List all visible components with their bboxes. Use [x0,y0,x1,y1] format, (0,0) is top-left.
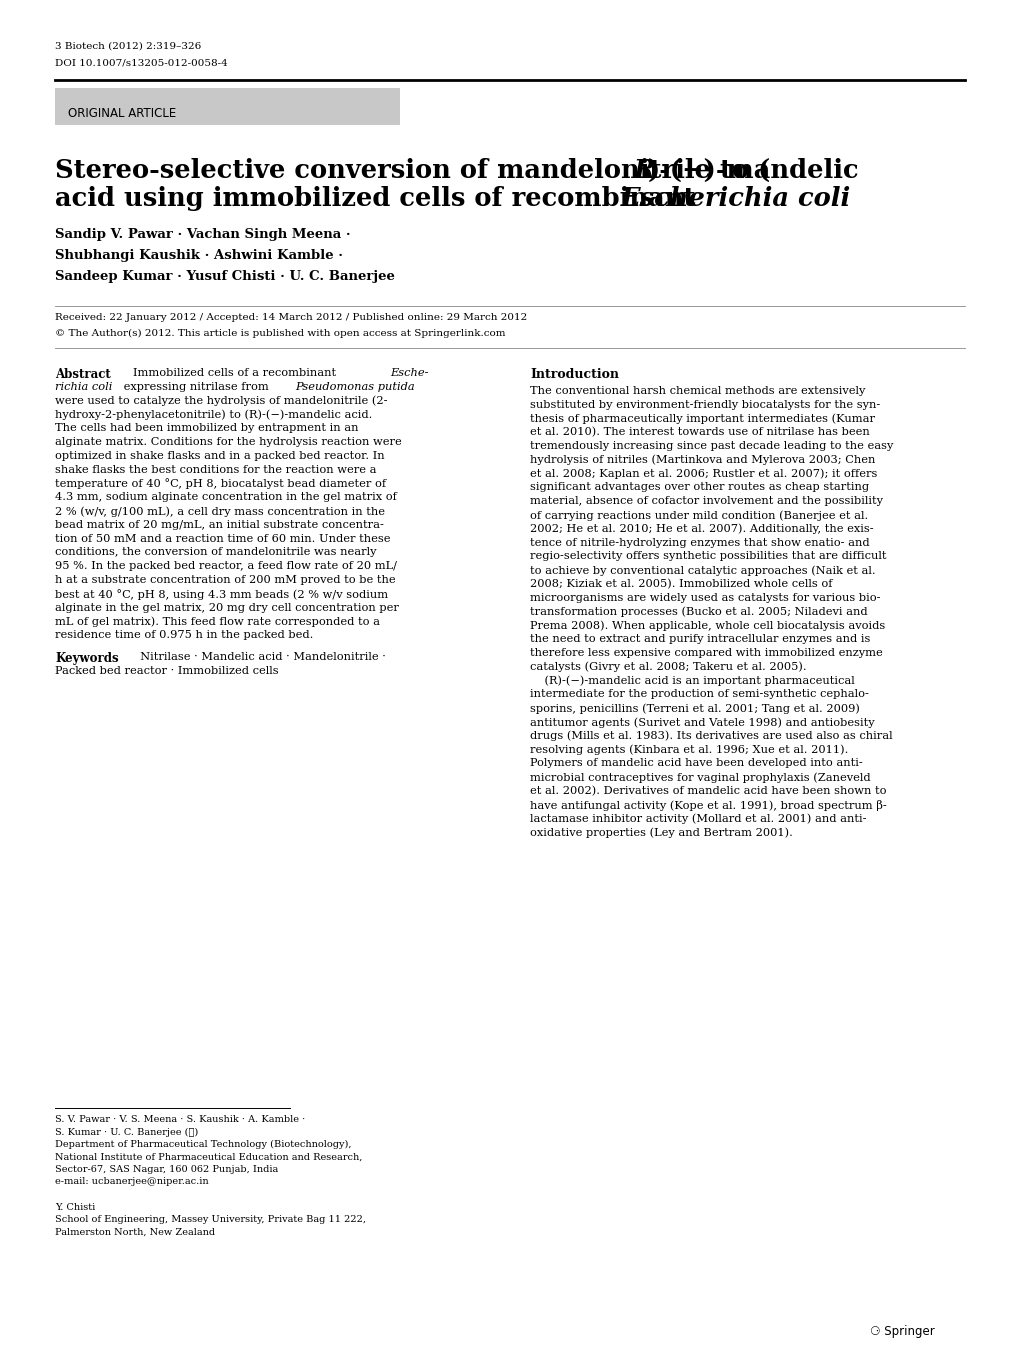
Text: et al. 2008; Kaplan et al. 2006; Rustler et al. 2007); it offers: et al. 2008; Kaplan et al. 2006; Rustler… [530,469,876,480]
Text: Shubhangi Kaushik · Ashwini Kamble ·: Shubhangi Kaushik · Ashwini Kamble · [55,249,342,262]
Text: Nitrilase · Mandelic acid · Mandelonitrile ·: Nitrilase · Mandelic acid · Mandelonitri… [132,652,385,663]
Text: best at 40 °C, pH 8, using 4.3 mm beads (2 % w/v sodium: best at 40 °C, pH 8, using 4.3 mm beads … [55,589,388,600]
Text: Sector-67, SAS Nagar, 160 062 Punjab, India: Sector-67, SAS Nagar, 160 062 Punjab, In… [55,1165,278,1173]
Text: School of Engineering, Massey University, Private Bag 11 222,: School of Engineering, Massey University… [55,1215,366,1224]
Text: Polymers of mandelic acid have been developed into anti-: Polymers of mandelic acid have been deve… [530,759,862,768]
Text: Received: 22 January 2012 / Accepted: 14 March 2012 / Published online: 29 March: Received: 22 January 2012 / Accepted: 14… [55,313,527,322]
Text: (R)-(−)-mandelic acid is an important pharmaceutical: (R)-(−)-mandelic acid is an important ph… [530,676,854,686]
Text: alginate matrix. Conditions for the hydrolysis reaction were: alginate matrix. Conditions for the hydr… [55,438,401,447]
Text: Abstract: Abstract [55,369,111,381]
Text: substituted by environment-friendly biocatalysts for the syn-: substituted by environment-friendly bioc… [530,400,879,409]
Text: Stereo-selective conversion of mandelonitrile to (: Stereo-selective conversion of mandeloni… [55,159,769,183]
Text: Esche-: Esche- [389,369,428,378]
Text: Department of Pharmaceutical Technology (Biotechnology),: Department of Pharmaceutical Technology … [55,1140,352,1149]
Text: mL of gel matrix). This feed flow rate corresponded to a: mL of gel matrix). This feed flow rate c… [55,617,380,627]
Text: ⚆ Springer: ⚆ Springer [869,1325,933,1337]
Text: resolving agents (Kinbara et al. 1996; Xue et al. 2011).: resolving agents (Kinbara et al. 1996; X… [530,745,848,755]
Text: intermediate for the production of semi-synthetic cephalo-: intermediate for the production of semi-… [530,690,868,699]
Text: hydrolysis of nitriles (Martinkova and Mylerova 2003; Chen: hydrolysis of nitriles (Martinkova and M… [530,455,874,465]
Text: tremendously increasing since past decade leading to the easy: tremendously increasing since past decad… [530,440,893,451]
Text: 95 %. In the packed bed reactor, a feed flow rate of 20 mL/: 95 %. In the packed bed reactor, a feed … [55,561,396,572]
Text: drugs (Mills et al. 1983). Its derivatives are used also as chiral: drugs (Mills et al. 1983). Its derivativ… [530,730,892,741]
Text: Introduction: Introduction [530,369,619,381]
Text: Sandip V. Pawar · Vachan Singh Meena ·: Sandip V. Pawar · Vachan Singh Meena · [55,228,351,241]
Text: 3 Biotech (2012) 2:319–326: 3 Biotech (2012) 2:319–326 [55,42,201,51]
Text: © The Author(s) 2012. This article is published with open access at Springerlink: © The Author(s) 2012. This article is pu… [55,329,505,339]
Text: Y. Chisti: Y. Chisti [55,1202,95,1211]
Text: 2002; He et al. 2010; He et al. 2007). Additionally, the exis-: 2002; He et al. 2010; He et al. 2007). A… [530,524,872,534]
Text: bead matrix of 20 mg/mL, an initial substrate concentra-: bead matrix of 20 mg/mL, an initial subs… [55,520,383,530]
Text: Keywords: Keywords [55,652,118,665]
Text: antitumor agents (Surivet and Vatele 1998) and antiobesity: antitumor agents (Surivet and Vatele 199… [530,717,873,728]
Text: R: R [634,159,655,183]
Text: lactamase inhibitor activity (Mollard et al. 2001) and anti-: lactamase inhibitor activity (Mollard et… [530,813,866,824]
Text: Palmerston North, New Zealand: Palmerston North, New Zealand [55,1228,215,1237]
Text: tence of nitrile-hydrolyzing enzymes that show enatio- and: tence of nitrile-hydrolyzing enzymes tha… [530,538,869,547]
Text: 2 % (w/v, g/100 mL), a cell dry mass concentration in the: 2 % (w/v, g/100 mL), a cell dry mass con… [55,505,384,516]
Text: National Institute of Pharmaceutical Education and Research,: National Institute of Pharmaceutical Edu… [55,1153,362,1161]
Text: of carrying reactions under mild condition (Banerjee et al.: of carrying reactions under mild conditi… [530,509,867,520]
Text: Pseudomonas putida: Pseudomonas putida [294,382,414,392]
Text: significant advantages over other routes as cheap starting: significant advantages over other routes… [530,482,868,492]
Text: expressing nitrilase from: expressing nitrilase from [120,382,272,392]
Text: the need to extract and purify intracellular enzymes and is: the need to extract and purify intracell… [530,634,869,644]
Text: were used to catalyze the hydrolysis of mandelonitrile (2-: were used to catalyze the hydrolysis of … [55,396,387,406]
Text: 2008; Kiziak et al. 2005). Immobilized whole cells of: 2008; Kiziak et al. 2005). Immobilized w… [530,579,832,589]
Text: S. V. Pawar · V. S. Meena · S. Kaushik · A. Kamble ·: S. V. Pawar · V. S. Meena · S. Kaushik ·… [55,1115,305,1125]
Text: hydroxy-2-phenylacetonitrile) to (R)-(−)-mandelic acid.: hydroxy-2-phenylacetonitrile) to (R)-(−)… [55,409,372,420]
Bar [55,88,399,125]
Text: material, absence of cofactor involvement and the possibility: material, absence of cofactor involvemen… [530,496,882,507]
Text: residence time of 0.975 h in the packed bed.: residence time of 0.975 h in the packed … [55,630,313,640]
Text: regio-selectivity offers synthetic possibilities that are difficult: regio-selectivity offers synthetic possi… [530,551,886,561]
Text: Escherichia coli: Escherichia coli [621,186,851,211]
Text: Packed bed reactor · Immobilized cells: Packed bed reactor · Immobilized cells [55,665,278,676]
Text: richia coli: richia coli [55,382,112,392]
Text: microbial contraceptives for vaginal prophylaxis (Zaneveld: microbial contraceptives for vaginal pro… [530,772,870,783]
Text: Sandeep Kumar · Yusuf Chisti · U. C. Banerjee: Sandeep Kumar · Yusuf Chisti · U. C. Ban… [55,270,394,283]
Text: transformation processes (Bucko et al. 2005; Niladevi and: transformation processes (Bucko et al. 2… [530,607,867,617]
Text: microorganisms are widely used as catalysts for various bio-: microorganisms are widely used as cataly… [530,592,879,603]
Text: 4.3 mm, sodium alginate concentration in the gel matrix of: 4.3 mm, sodium alginate concentration in… [55,492,396,503]
Text: therefore less expensive compared with immobilized enzyme: therefore less expensive compared with i… [530,648,881,659]
Text: h at a substrate concentration of 200 mM proved to be the: h at a substrate concentration of 200 mM… [55,575,395,585]
Text: alginate in the gel matrix, 20 mg dry cell concentration per: alginate in the gel matrix, 20 mg dry ce… [55,603,398,612]
Text: Prema 2008). When applicable, whole cell biocatalysis avoids: Prema 2008). When applicable, whole cell… [530,621,884,631]
Text: conditions, the conversion of mandelonitrile was nearly: conditions, the conversion of mandelonit… [55,547,376,557]
Text: acid using immobilized cells of recombinant: acid using immobilized cells of recombin… [55,186,704,211]
Text: The conventional harsh chemical methods are extensively: The conventional harsh chemical methods … [530,386,864,396]
Text: Immobilized cells of a recombinant: Immobilized cells of a recombinant [132,369,339,378]
Text: sporins, penicillins (Terreni et al. 2001; Tang et al. 2009): sporins, penicillins (Terreni et al. 200… [530,703,859,714]
Text: temperature of 40 °C, pH 8, biocatalyst bead diameter of: temperature of 40 °C, pH 8, biocatalyst … [55,478,386,489]
Text: et al. 2002). Derivatives of mandelic acid have been shown to: et al. 2002). Derivatives of mandelic ac… [530,786,886,797]
Text: catalysts (Givry et al. 2008; Takeru et al. 2005).: catalysts (Givry et al. 2008; Takeru et … [530,661,806,672]
Text: )-(−)-mandelic: )-(−)-mandelic [647,159,859,183]
Text: to achieve by conventional catalytic approaches (Naik et al.: to achieve by conventional catalytic app… [530,565,874,576]
Text: et al. 2010). The interest towards use of nitrilase has been: et al. 2010). The interest towards use o… [530,427,869,438]
Text: optimized in shake flasks and in a packed bed reactor. In: optimized in shake flasks and in a packe… [55,451,384,461]
Text: oxidative properties (Ley and Bertram 2001).: oxidative properties (Ley and Bertram 20… [530,828,792,837]
Text: S. Kumar · U. C. Banerjee (✉): S. Kumar · U. C. Banerjee (✉) [55,1127,198,1137]
Text: ORIGINAL ARTICLE: ORIGINAL ARTICLE [68,107,176,121]
Text: tion of 50 mM and a reaction time of 60 min. Under these: tion of 50 mM and a reaction time of 60 … [55,534,390,543]
Text: e-mail: ucbanerjee@niper.ac.in: e-mail: ucbanerjee@niper.ac.in [55,1177,209,1187]
Text: shake flasks the best conditions for the reaction were a: shake flasks the best conditions for the… [55,465,376,474]
Text: have antifungal activity (Kope et al. 1991), broad spectrum β-: have antifungal activity (Kope et al. 19… [530,799,886,810]
Text: The cells had been immobilized by entrapment in an: The cells had been immobilized by entrap… [55,423,358,434]
Text: DOI 10.1007/s13205-012-0058-4: DOI 10.1007/s13205-012-0058-4 [55,58,227,66]
Text: thesis of pharmaceutically important intermediates (Kumar: thesis of pharmaceutically important int… [530,413,874,424]
